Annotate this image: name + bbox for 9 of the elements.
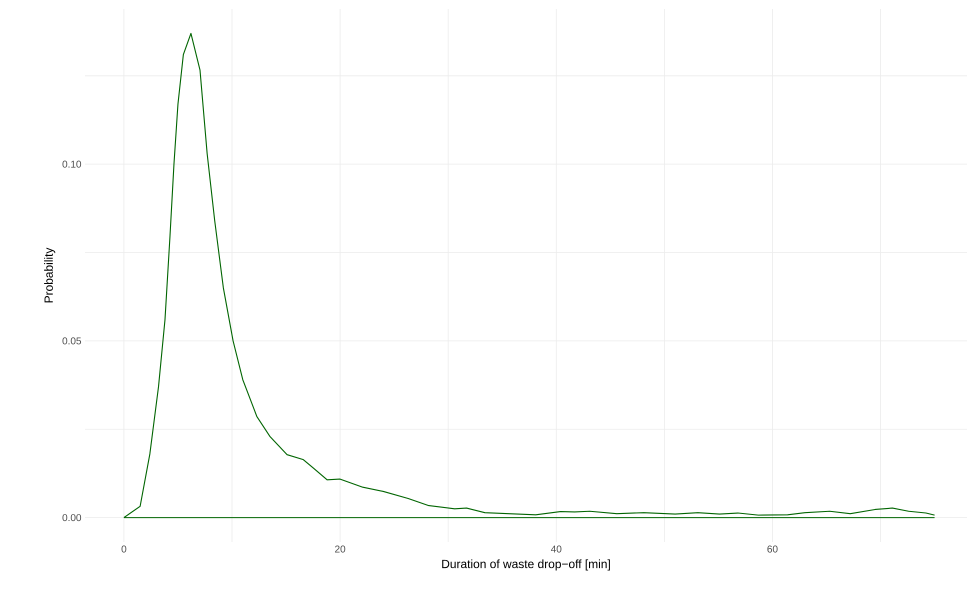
x-tick-label: 0: [122, 546, 126, 553]
x-axis-title: Duration of waste drop−off [min]: [442, 559, 610, 571]
y-axis-title: Probability: [44, 248, 56, 302]
x-tick-label: 40: [550, 546, 562, 553]
y-tick-label: 0.10: [62, 160, 82, 168]
x-tick-label: 60: [767, 546, 778, 553]
y-tick-label: 0.00: [62, 514, 82, 522]
x-tick-label: 20: [335, 546, 346, 553]
y-tick-label: 0.05: [62, 337, 82, 344]
